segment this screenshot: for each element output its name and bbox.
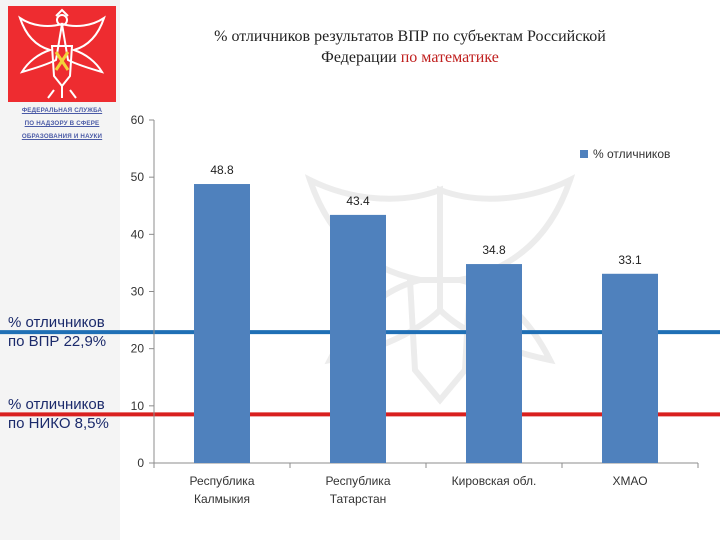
ref-label-line: по НИКО 8,5% <box>8 415 109 433</box>
y-tick-label: 50 <box>131 170 145 184</box>
agency-emblem <box>8 6 116 102</box>
x-category-label: ХМАО <box>612 474 647 488</box>
x-category-label: Республика <box>189 474 254 488</box>
bar <box>602 273 658 463</box>
sidebar-panel: ФЕДЕРАЛЬНАЯ СЛУЖБА ПО НАДЗОРУ В СФЕРЕ ОБ… <box>0 0 120 540</box>
legend-label: % отличников <box>593 147 670 161</box>
y-tick-label: 20 <box>131 342 145 356</box>
bar <box>330 214 386 463</box>
bar <box>194 184 250 463</box>
data-label: 33.1 <box>618 253 642 267</box>
agency-name-line: ПО НАДЗОРУ В СФЕРЕ <box>24 120 100 127</box>
x-category-label: Калмыкия <box>194 492 250 506</box>
niko-reference-label: % отличников по НИКО 8,5% <box>8 395 109 433</box>
x-category-label: Республика <box>325 474 390 488</box>
data-label: 34.8 <box>482 243 506 257</box>
y-tick-label: 60 <box>131 113 145 127</box>
y-tick-label: 0 <box>137 456 144 470</box>
legend-swatch <box>580 150 588 158</box>
title-line: % отличников результатов ВПР по субъекта… <box>214 28 606 45</box>
data-label: 43.4 <box>346 194 370 208</box>
agency-name-line: ФЕДЕРАЛЬНАЯ СЛУЖБА <box>21 107 103 114</box>
agency-name-line: ОБРАЗОВАНИЯ И НАУКИ <box>21 133 103 140</box>
title-accent-text: по математике <box>400 49 499 66</box>
y-tick-label: 40 <box>131 227 145 241</box>
ref-label-line: % отличников <box>8 314 105 332</box>
ref-label-line: % отличников <box>8 396 105 414</box>
page-title: % отличников результатов ВПР по субъекта… <box>130 26 690 68</box>
title-line: Федерации по математике <box>130 47 690 68</box>
title-text: Федерации <box>321 49 401 66</box>
y-tick-label: 10 <box>131 399 145 413</box>
x-category-label: Татарстан <box>330 492 387 506</box>
eagle-emblem-icon <box>18 8 106 99</box>
y-tick-label: 30 <box>131 285 145 299</box>
data-label: 48.8 <box>210 163 234 177</box>
bar <box>466 264 522 463</box>
vpr-reference-label: % отличников по ВПР 22,9% <box>8 313 106 351</box>
x-category-label: Кировская обл. <box>452 474 537 488</box>
ref-label-line: по ВПР 22,9% <box>8 333 107 351</box>
agency-name: ФЕДЕРАЛЬНАЯ СЛУЖБА ПО НАДЗОРУ В СФЕРЕ ОБ… <box>6 104 118 143</box>
